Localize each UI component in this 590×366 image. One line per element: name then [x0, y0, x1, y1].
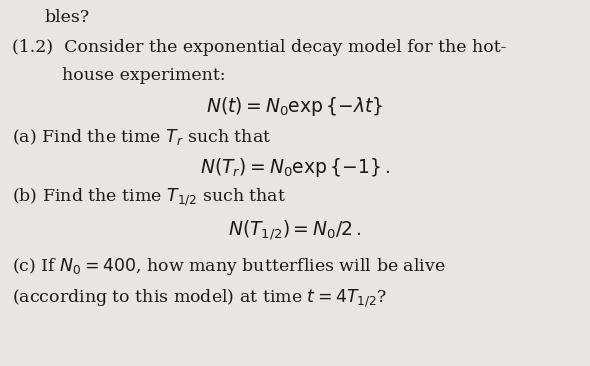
Text: $N(T_{1/2}) = N_0/2\,.$: $N(T_{1/2}) = N_0/2\,.$ [228, 218, 362, 242]
Text: house experiment:: house experiment: [62, 67, 225, 84]
Text: (a) Find the time $T_r$ such that: (a) Find the time $T_r$ such that [12, 127, 271, 146]
Text: (c) If $N_0 = 400$, how many butterflies will be alive: (c) If $N_0 = 400$, how many butterflies… [12, 256, 445, 277]
Text: $N(t) = N_0 \exp\{-\lambda t\}$: $N(t) = N_0 \exp\{-\lambda t\}$ [206, 96, 384, 118]
Text: (according to this model) at time $t = 4T_{1/2}$?: (according to this model) at time $t = 4… [12, 287, 386, 309]
Text: (1.2)  Consider the exponential decay model for the hot-: (1.2) Consider the exponential decay mod… [12, 39, 506, 56]
Text: bles?: bles? [44, 9, 89, 26]
Text: (b) Find the time $T_{1/2}$ such that: (b) Find the time $T_{1/2}$ such that [12, 187, 286, 209]
Text: $N(T_r) = N_0 \exp\{-1\}\,.$: $N(T_r) = N_0 \exp\{-1\}\,.$ [200, 156, 390, 179]
